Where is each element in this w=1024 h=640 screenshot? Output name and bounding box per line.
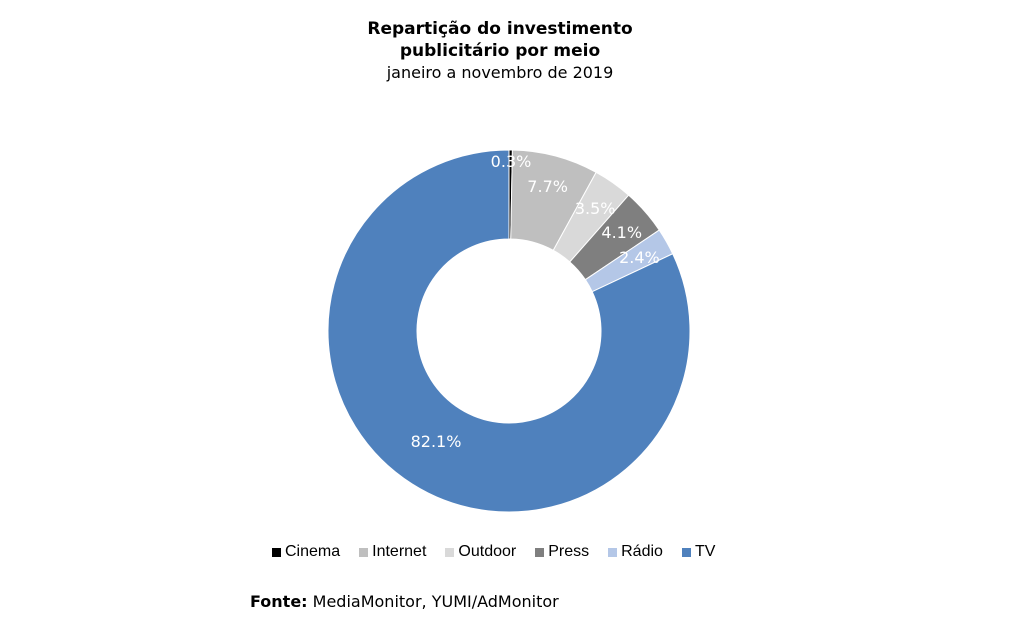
data-label-press: 4.1% (601, 223, 642, 242)
legend-item-internet: Internet (359, 543, 426, 561)
data-label-internet: 7.7% (527, 177, 568, 196)
chart-title: Repartição do investimento publicitário … (320, 18, 680, 62)
data-label-cinema: 0.3% (491, 152, 532, 171)
legend-label: Rádio (621, 543, 663, 560)
legend-swatch (359, 547, 369, 557)
legend-label: TV (694, 543, 716, 560)
legend-item-tv: TV (681, 543, 716, 561)
legend-swatch (535, 547, 545, 557)
legend-item-press: Press (535, 543, 589, 561)
data-label-radio: 2.4% (619, 248, 660, 267)
source-label: Fonte: (250, 592, 308, 611)
legend-label: Outdoor (458, 543, 517, 560)
chart-title-line1: Repartição do investimento (367, 19, 633, 39)
legend-item-radio: Rádio (608, 543, 663, 561)
legend-label: Press (548, 543, 590, 560)
legend-swatch (681, 547, 691, 557)
chart-title-block: Repartição do investimento publicitário … (0, 18, 1000, 84)
data-label-outdoor: 3.5% (575, 199, 616, 218)
chart-title-line2: publicitário por meio (399, 41, 601, 61)
data-label-tv: 82.1% (411, 432, 462, 451)
legend-label: Cinema (285, 543, 341, 560)
slice-tv (327, 149, 691, 513)
legend-item-cinema: Cinema (272, 543, 340, 561)
legend-item-outdoor: Outdoor (445, 543, 516, 561)
chart-subtitle: janeiro a novembro de 2019 (386, 63, 614, 82)
source-note: Fonte: MediaMonitor, YUMI/AdMonitor (250, 592, 559, 611)
legend-swatch (272, 547, 281, 557)
chart-legend: Cinema Internet Outdoor Press Rádio TV (272, 543, 715, 561)
source-text: MediaMonitor, YUMI/AdMonitor (312, 592, 559, 611)
legend-swatch (608, 547, 618, 557)
legend-swatch (445, 547, 455, 557)
legend-label: Internet (372, 543, 427, 560)
